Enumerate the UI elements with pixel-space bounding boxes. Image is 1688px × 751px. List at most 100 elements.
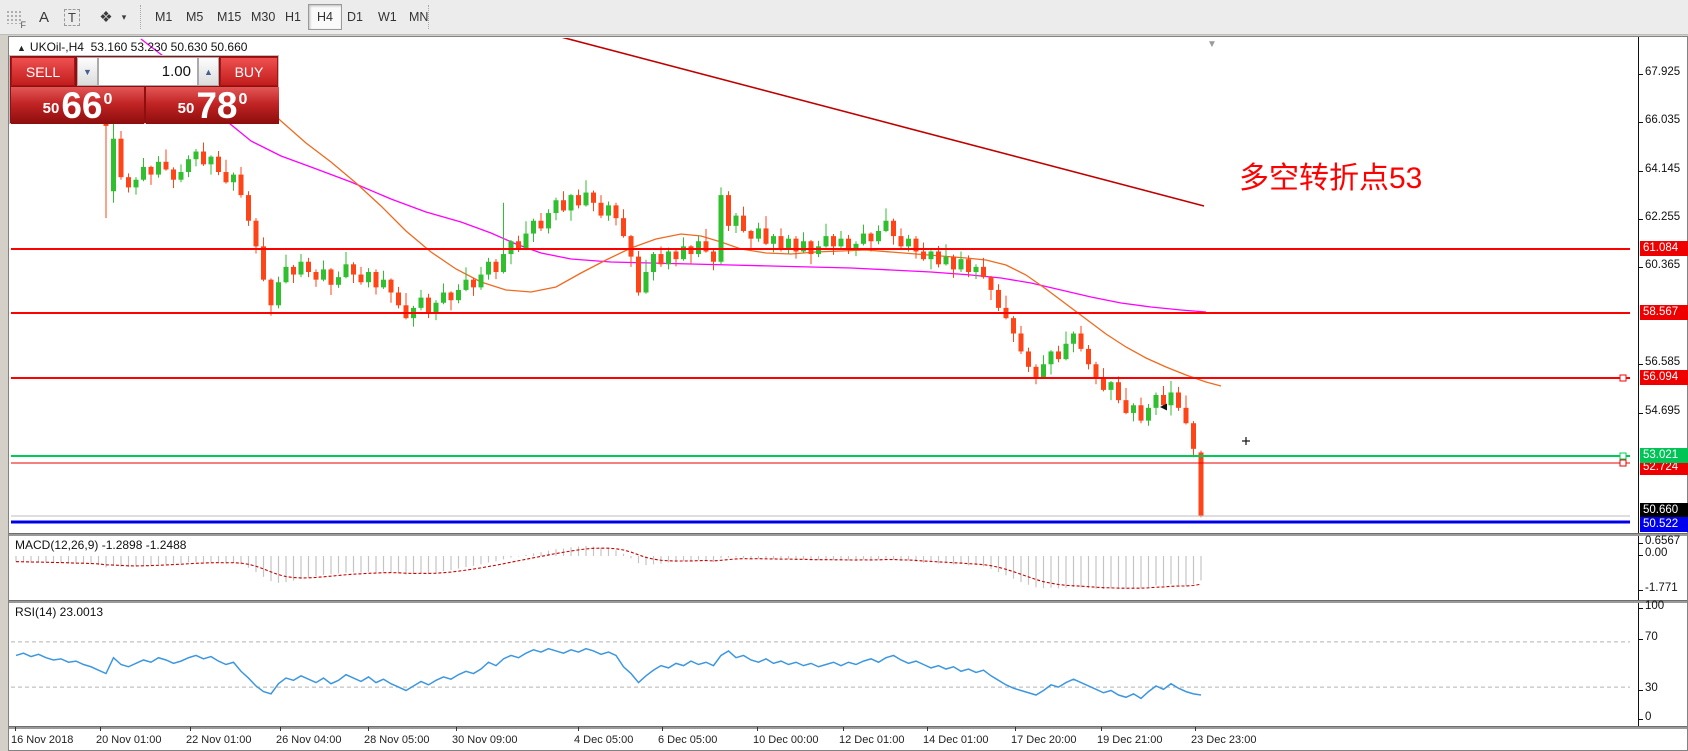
time-tick [280,727,281,731]
axis-tick [1638,543,1643,544]
axis-tick [1638,74,1643,75]
sell-price-tile[interactable]: 50 66 0 [11,87,144,124]
chart-title: ▲ UKOil-,H4 53.160 53.230 50.630 50.660 [17,40,247,54]
price-axis-line [1638,37,1639,727]
time-axis-label: 14 Dec 01:00 [923,734,989,746]
time-tick [368,727,369,731]
axis-tick-label: 70 [1645,631,1658,643]
axis-tick-label: 0.00 [1645,547,1668,559]
price-level-badge: 50.660 [1640,503,1688,518]
macd-panel-divider[interactable] [9,533,1687,536]
text-label-icon[interactable]: T [64,4,80,30]
timeframe-button-w1[interactable]: W1 [378,10,397,24]
axis-tick-label: 66.035 [1645,114,1681,126]
symbol-up-arrow-icon: ▲ [17,43,26,53]
axis-tick-label: 60.365 [1645,259,1681,271]
axis-tick [1638,219,1643,220]
timeframe-button-h1[interactable]: H1 [285,10,301,24]
grid-indicator-icon[interactable]: F [6,4,26,30]
time-axis-label: 17 Dec 20:00 [1011,734,1077,746]
time-axis-label: 23 Dec 23:00 [1191,734,1257,746]
chart-canvas[interactable] [9,37,1687,750]
price-level-badge: 56.094 [1640,370,1688,385]
shapes-icon[interactable]: ❖ [99,9,113,26]
axis-tick [1638,122,1643,123]
rsi-layer [11,641,1630,700]
time-tick [1195,727,1196,731]
arrow-marker [1160,403,1167,411]
axis-tick [1638,639,1643,640]
axis-tick [1638,413,1643,414]
sell-price-major: 50 [42,100,60,117]
axis-tick [1638,364,1643,365]
volume-increase-button[interactable]: ▲ [198,57,219,86]
candles-layer [13,82,1204,518]
axis-tick-label: 64.145 [1645,163,1681,175]
rsi-indicator-label: RSI(14) 23.0013 [15,605,104,619]
timeframe-button-h4[interactable]: H4 [308,4,342,30]
ohlc-values: 53.160 53.230 50.630 50.660 [90,40,248,54]
axis-tick [1638,690,1643,691]
time-tick [578,727,579,731]
time-tick [757,727,758,731]
timeframe-button-mn[interactable]: MN [409,10,429,24]
buy-price-pip: 0 [238,91,248,108]
line-handle [1619,374,1627,382]
axis-tick-label: 62.255 [1645,211,1681,223]
chart-shift-marker[interactable]: ▼ [1207,39,1217,50]
buy-price-tile[interactable]: 50 78 0 [146,87,279,124]
volume-input[interactable]: 1.00 [98,57,198,86]
time-tick [662,727,663,731]
grid-icon: F [6,10,26,30]
axis-tick [1638,267,1643,268]
macd-indicator-label: MACD(12,26,9) -1.2898 -1.2488 [15,538,187,552]
timeframe-button-m1[interactable]: M1 [155,10,173,24]
axis-tick-label: 67.925 [1645,66,1681,78]
axis-tick-label: 0 [1645,711,1652,723]
timeframe-button-d1[interactable]: D1 [347,10,363,24]
time-tick [456,727,457,731]
one-click-trade-panel: SELL ▼ 1.00 ▲ BUY 50 66 0 50 78 0 [9,55,279,124]
cursor-a-icon[interactable]: A [38,8,49,26]
timeframe-button-m30[interactable]: M30 [251,10,276,24]
time-axis-label: 22 Nov 01:00 [186,734,252,746]
axis-tick [1638,719,1643,720]
price-level-badge: 50.522 [1640,517,1688,532]
shapes-dropdown-caret[interactable]: ▾ [121,11,127,22]
symbol-period: UKOil-,H4 [29,40,84,54]
time-tick [927,727,928,731]
volume-decrease-button[interactable]: ▼ [77,57,98,86]
timeframe-button-m15[interactable]: M15 [217,10,242,24]
axis-tick [1638,555,1643,556]
price-level-badge: 53.021 [1640,448,1688,463]
line-handle [1619,452,1627,460]
buy-button[interactable]: BUY [220,57,278,86]
sell-price-big: 66 [61,85,103,126]
time-tick [1015,727,1016,731]
time-axis-label: 30 Nov 09:00 [452,734,518,746]
macd-layer [15,545,1202,590]
sell-price-pip: 0 [103,91,113,108]
axis-tick-label: -1.771 [1645,582,1678,594]
buy-price-major: 50 [177,100,195,117]
time-tick [100,727,101,731]
rsi-panel-divider[interactable] [9,600,1687,603]
timeframe-button-m5[interactable]: M5 [186,10,204,24]
text-icon: T [64,8,80,26]
chart-annotation-text: 多空转折点53 [1239,162,1423,195]
axis-tick-label: 0.6567 [1645,535,1681,547]
axis-tick [1638,171,1643,172]
line-handle [1619,459,1627,467]
time-tick [15,727,16,731]
toolbar-separator [428,5,430,29]
main-chart-layer [11,38,1630,524]
time-tick [1101,727,1102,731]
sell-button[interactable]: SELL [11,57,75,86]
time-tick [843,727,844,731]
axis-tick-label: 56.585 [1645,356,1681,368]
axis-tick-label: 30 [1645,682,1658,694]
time-axis-label: 4 Dec 05:00 [574,734,634,746]
price-level-badge: 52.724 [1640,460,1688,475]
price-level-badge: 58.567 [1640,305,1688,320]
